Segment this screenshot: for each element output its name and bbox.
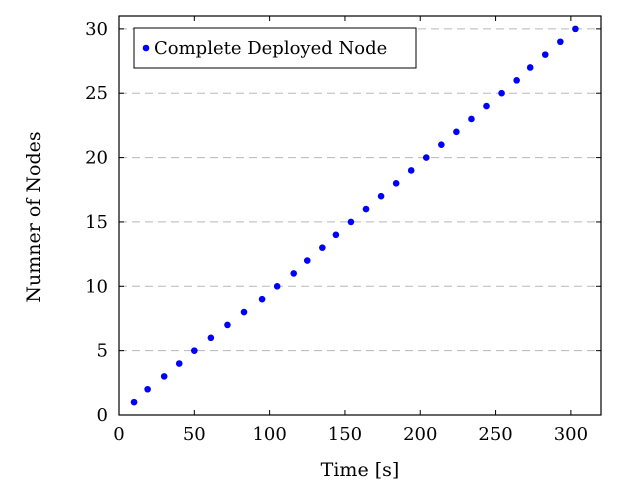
data-point-0-19 (422, 154, 430, 161)
data-point-0-7 (240, 308, 248, 316)
data-point-0-24 (498, 89, 505, 97)
x-tick-label-250: 250 (478, 424, 512, 445)
plot-frame (118, 15, 602, 416)
data-point-0-29 (572, 25, 579, 33)
y-tick-label-30: 30 (85, 19, 108, 40)
y-tick-label-20: 20 (85, 148, 108, 169)
data-point-0-28 (557, 38, 564, 46)
data-point-0-11 (303, 257, 311, 264)
data-point-0-9 (273, 282, 281, 290)
x-tick-label-200: 200 (403, 424, 437, 445)
y-tick-label-5: 5 (97, 341, 108, 362)
data-point-0-8 (258, 295, 266, 303)
data-point-0-10 (290, 270, 298, 277)
data-point-0-25 (513, 77, 520, 84)
legend-marker (142, 44, 150, 52)
x-tick-label-100: 100 (252, 424, 286, 445)
y-axis-ticks: 0 5 10 15 20 25 30 (85, 19, 601, 426)
data-point-0-26 (526, 64, 534, 71)
x-tick-label-300: 300 (554, 424, 588, 445)
data-point-0-21 (453, 128, 460, 136)
x-axis-ticks: 0 50 100 150 200 250 300 (113, 16, 588, 445)
data-point-0-3 (175, 360, 183, 367)
data-point-0-23 (483, 102, 490, 110)
x-axis-label: Time [s] (321, 459, 400, 481)
grid-lines (119, 28, 601, 352)
data-point-0-13 (332, 231, 340, 239)
y-tick-label-15: 15 (85, 212, 108, 233)
x-tick-label-0: 0 (113, 424, 124, 445)
data-point-0-18 (407, 167, 415, 174)
data-point-0-1 (144, 385, 151, 393)
data-point-0-20 (438, 141, 445, 149)
data-point-0-27 (541, 51, 549, 58)
y-axis-label: Numner of Nodes (23, 131, 45, 302)
legend: Complete Deployed Node (133, 27, 417, 69)
legend-box (133, 27, 417, 69)
data-point-0-15 (362, 205, 370, 213)
data-point-0-12 (319, 244, 326, 251)
data-point-0-5 (207, 334, 215, 342)
data-point-0-2 (160, 373, 168, 380)
data-point-0-14 (347, 218, 355, 226)
y-tick-label-25: 25 (85, 83, 108, 104)
x-tick-label-150: 150 (328, 424, 362, 445)
data-point-0-17 (392, 180, 400, 187)
x-tick-label-50: 50 (183, 424, 206, 445)
data-point-0-4 (191, 347, 198, 354)
legend-label: Complete Deployed Node (154, 38, 387, 59)
y-tick-label-10: 10 (85, 276, 108, 297)
data-point-0-22 (468, 115, 475, 123)
data-point-0-16 (377, 192, 385, 200)
y-tick-label-0: 0 (97, 405, 108, 426)
data-point-0-0 (130, 398, 138, 406)
data-points (130, 25, 579, 406)
data-point-0-6 (224, 321, 231, 329)
